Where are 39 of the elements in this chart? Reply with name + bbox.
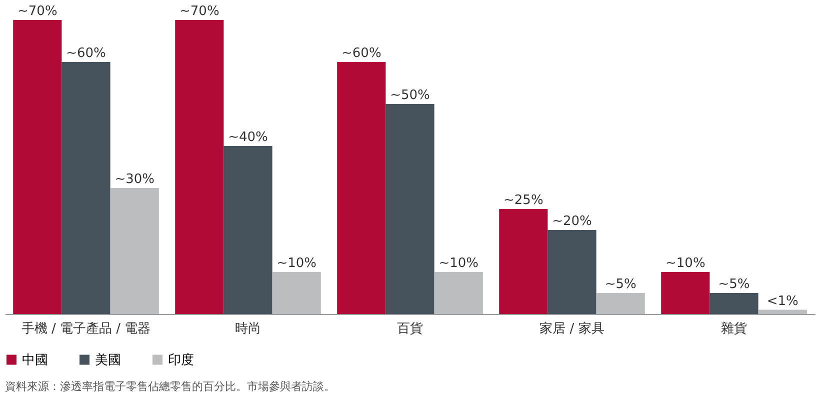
bar (434, 272, 483, 314)
legend-label: 美國 (95, 352, 121, 368)
x-tick-label: 百貨 (397, 322, 423, 336)
x-tick-label: 時尚 (235, 322, 261, 336)
data-label: ~10% (438, 256, 478, 271)
bar (62, 62, 110, 314)
bar (596, 293, 645, 314)
data-label: ~20% (552, 214, 592, 229)
bar (272, 272, 321, 314)
bar (548, 230, 596, 314)
legend-label: 印度 (168, 352, 194, 368)
data-label: ~10% (276, 256, 316, 271)
bar (175, 20, 224, 314)
bar (710, 293, 758, 314)
data-label: ~10% (666, 256, 706, 271)
bar (499, 209, 548, 314)
bar (386, 104, 434, 314)
bar (661, 272, 710, 314)
bar (758, 310, 807, 314)
data-label: ~60% (66, 46, 106, 61)
data-label: ~25% (504, 193, 544, 208)
data-label: ~60% (342, 46, 382, 61)
x-tick-label: 手機 / 電子產品 / 電器 (21, 322, 151, 336)
bar (337, 62, 386, 314)
data-label: ~5% (604, 277, 636, 292)
source-note: 資料來源：滲透率指電子零售佔總零售的百分比。市場參與者訪談。 (5, 380, 335, 393)
data-label: ~40% (228, 130, 268, 145)
data-label: ~70% (180, 4, 220, 19)
x-tick-label: 家居 / 家具 (540, 320, 604, 336)
legend-label: 中國 (22, 352, 48, 368)
bar (224, 146, 272, 314)
data-label: <1% (766, 294, 798, 309)
bar (13, 20, 62, 314)
data-label: ~50% (390, 88, 430, 103)
data-label: ~70% (18, 4, 58, 19)
data-label: ~5% (718, 277, 750, 292)
data-label: ~30% (114, 172, 154, 187)
x-tick-label: 雜貨 (721, 322, 747, 336)
bar (110, 188, 159, 314)
